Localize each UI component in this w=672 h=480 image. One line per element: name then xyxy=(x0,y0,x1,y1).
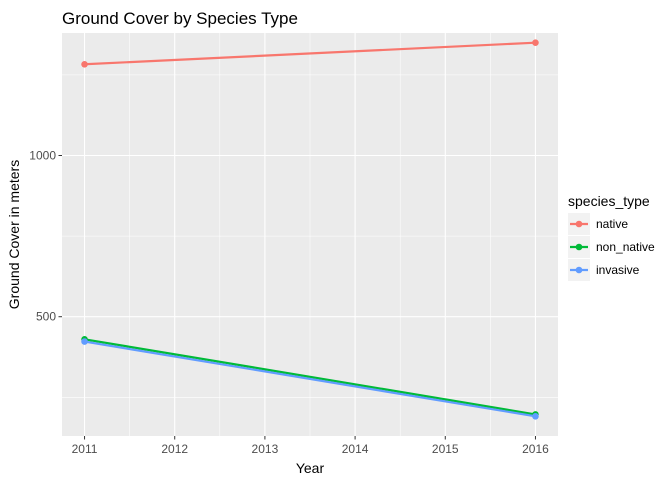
legend-title: species_type xyxy=(568,193,650,209)
y-tick-label: 500 xyxy=(36,310,56,324)
y-tick-label: 1000 xyxy=(29,149,56,163)
legend-label-native: native xyxy=(596,217,628,231)
data-point-native xyxy=(81,60,88,68)
x-tick-label: 2014 xyxy=(342,442,369,456)
x-tick-label: 2013 xyxy=(252,442,279,456)
data-point-native xyxy=(532,39,539,46)
x-axis-title: Year xyxy=(296,460,325,476)
x-tick-label: 2015 xyxy=(432,442,459,456)
series-layer xyxy=(81,39,539,420)
legend-key-point-invasive xyxy=(575,266,583,274)
x-tick-label: 2011 xyxy=(72,442,98,456)
y-axis-title: Ground Cover in meters xyxy=(6,160,22,309)
legend-key-point-non_native xyxy=(575,243,583,251)
series-line-non_native xyxy=(84,338,536,416)
legend-label-non_native: non_native xyxy=(596,240,655,254)
legend-label-invasive: invasive xyxy=(596,263,640,277)
x-tick-label: 2012 xyxy=(161,442,188,456)
x-tick-label: 2016 xyxy=(522,442,549,456)
series-line-native xyxy=(84,41,536,66)
data-point-invasive xyxy=(532,413,539,420)
chart-title: Ground Cover by Species Type xyxy=(62,9,298,28)
series-line-invasive xyxy=(84,340,536,418)
minor-gridlines xyxy=(62,33,558,436)
legend: species_type native non_native invasive xyxy=(568,193,655,281)
axis-ticks: 2011 2012 2013 2014 2015 2016 500 1000 xyxy=(29,149,549,456)
data-point-invasive xyxy=(81,338,88,345)
legend-key-point-native xyxy=(575,220,583,228)
